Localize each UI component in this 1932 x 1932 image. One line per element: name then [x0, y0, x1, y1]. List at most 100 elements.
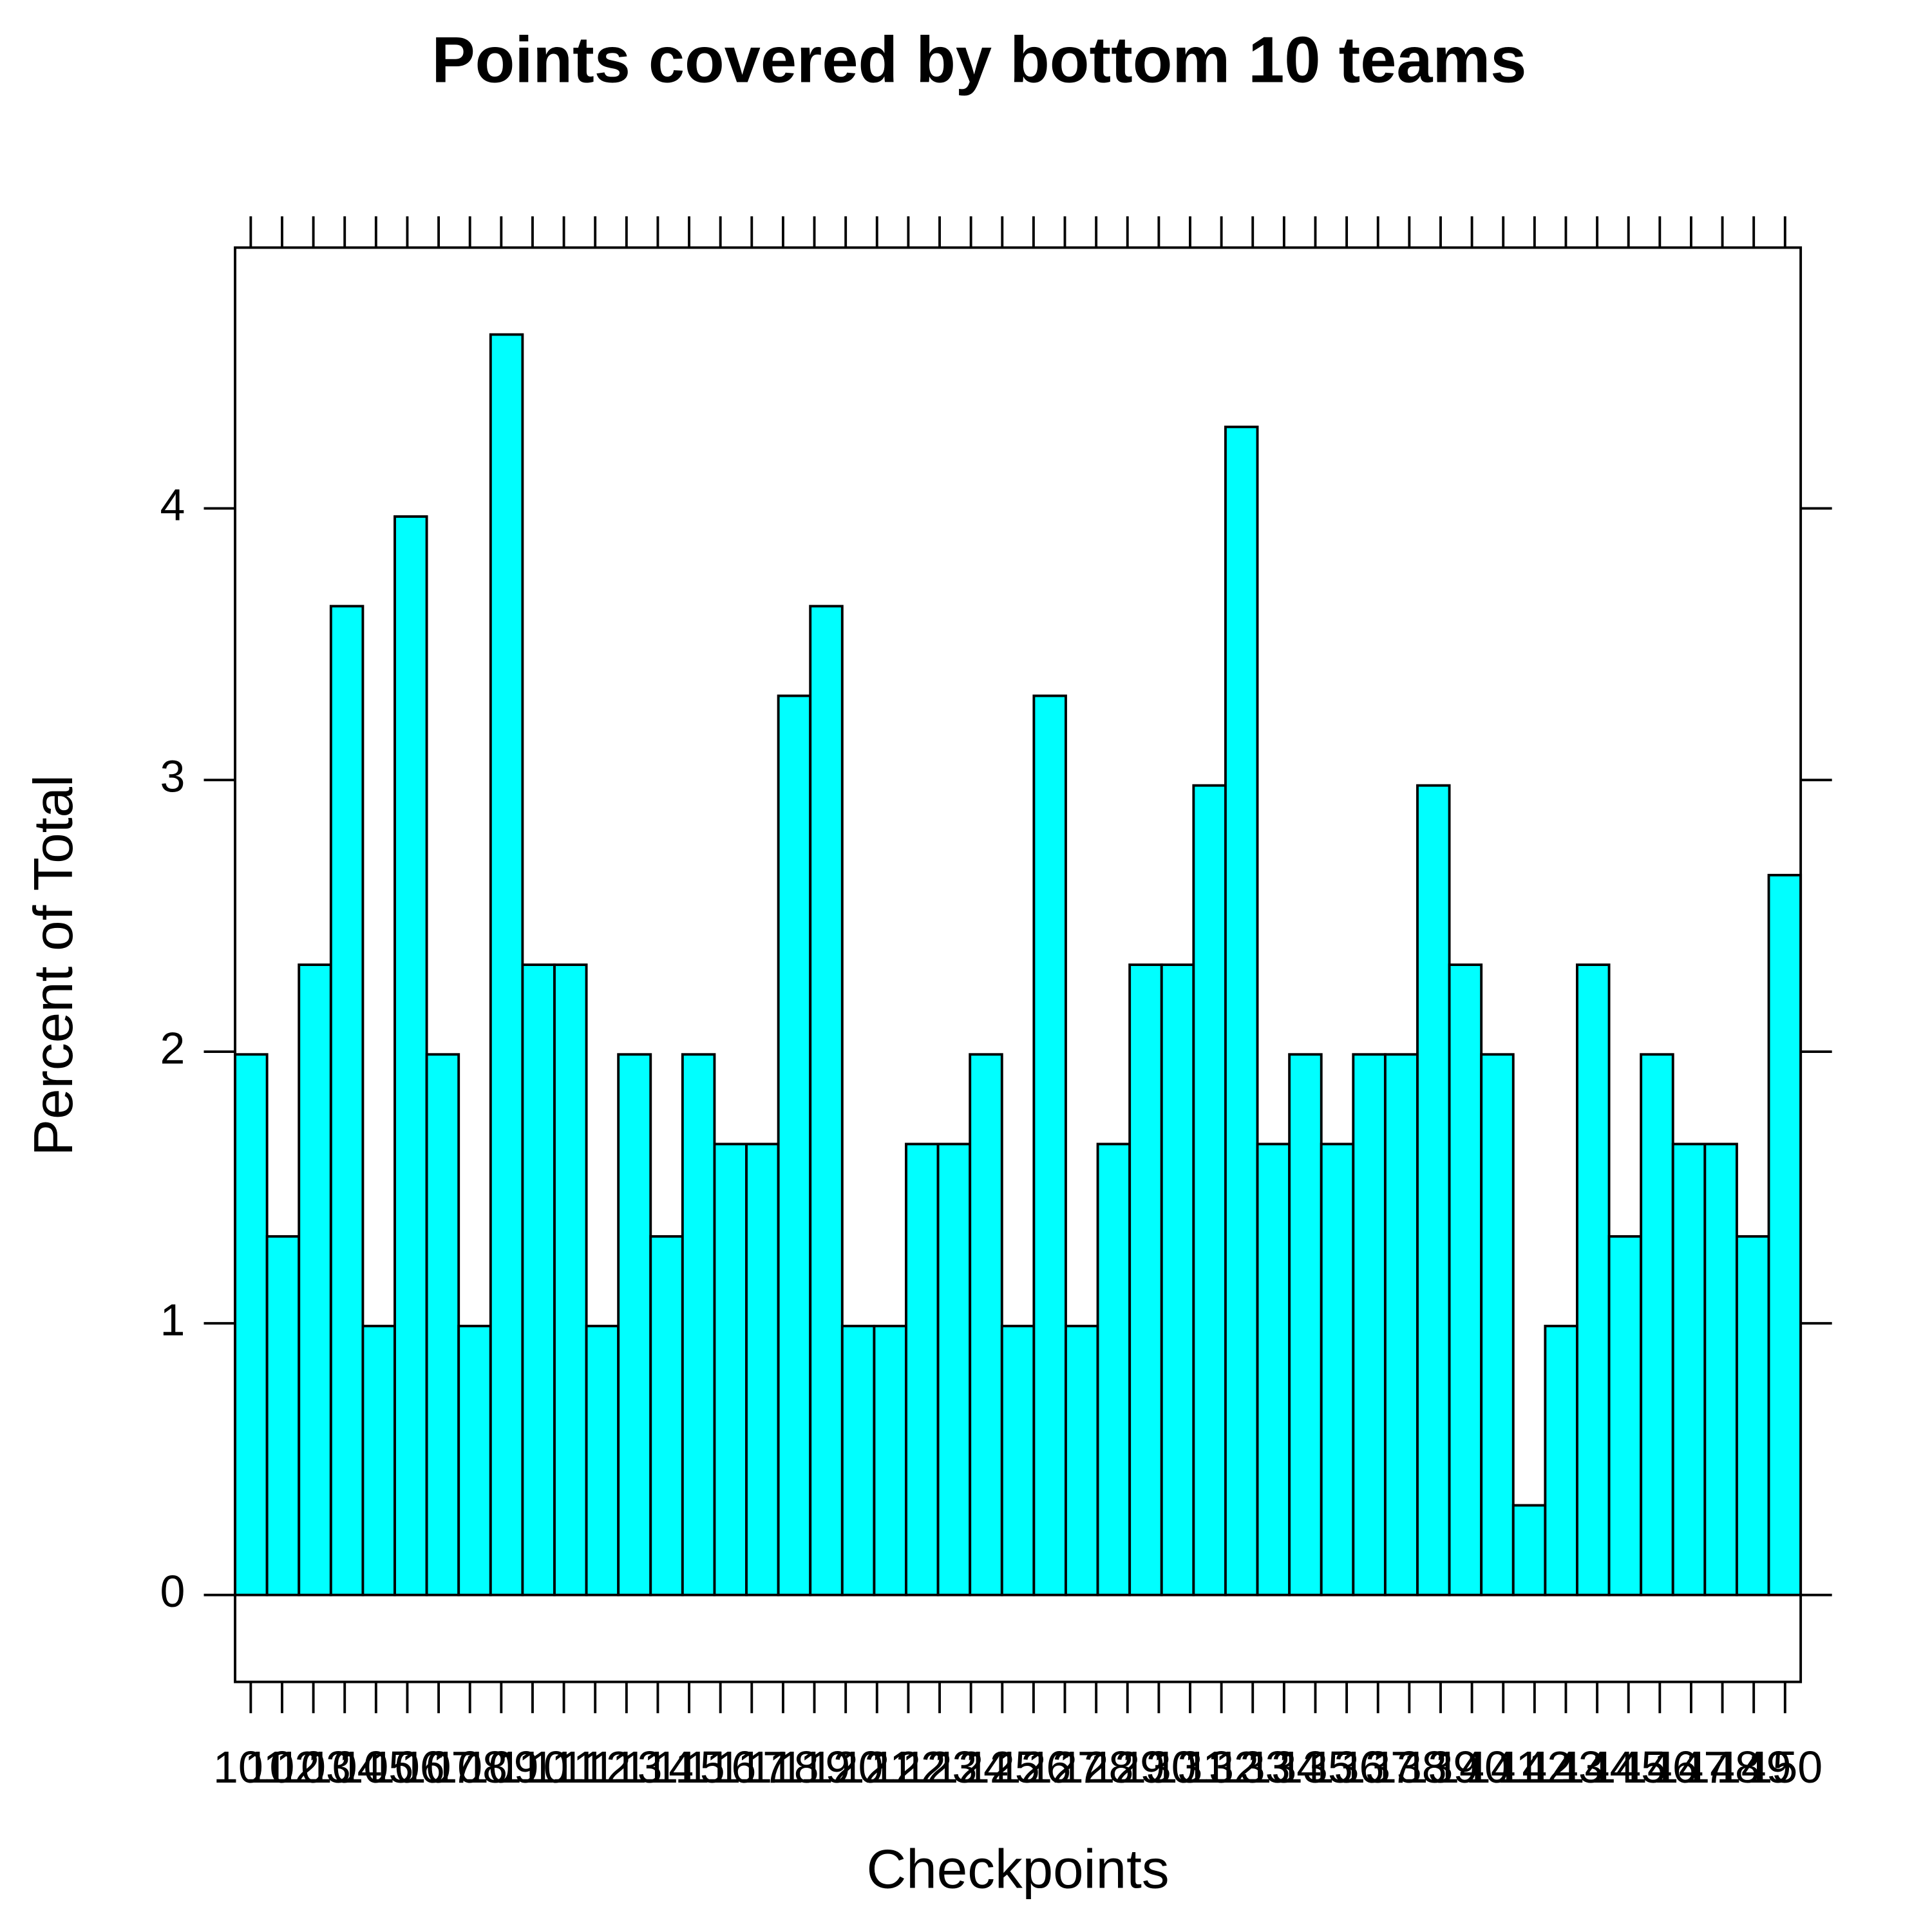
bar	[617, 1053, 652, 1596]
x-tick-label: 137	[1340, 1742, 1416, 1792]
y-tick-label: 3	[160, 752, 185, 802]
x-tick-label: 131	[1153, 1742, 1228, 1792]
bar	[905, 1142, 940, 1596]
bar	[1096, 1142, 1132, 1596]
x-tick-label: 147	[1654, 1742, 1729, 1792]
x-tick-label: 108	[432, 1742, 507, 1792]
x-tick-label: 133	[1215, 1742, 1291, 1792]
x-tick-label: 115	[653, 1742, 724, 1792]
x-tick-label: 128	[1059, 1742, 1134, 1792]
bar	[1065, 1325, 1099, 1596]
bar	[1128, 963, 1163, 1596]
x-tick-label: 124	[933, 1742, 1009, 1792]
bar	[329, 605, 365, 1596]
bar	[1224, 425, 1259, 1596]
x-tick-label: 130	[1121, 1742, 1197, 1792]
x-tick-label: 106	[370, 1742, 445, 1792]
x-tick-label: 150	[1747, 1742, 1823, 1792]
bar	[1192, 784, 1227, 1596]
x-tick-label: 104	[307, 1742, 383, 1792]
x-tick-label: 142	[1497, 1742, 1573, 1792]
x-tick-label: 122	[871, 1742, 946, 1792]
x-tick-label: 103	[276, 1742, 351, 1792]
x-tick-label: 146	[1622, 1742, 1698, 1792]
x-tick-label: 138	[1372, 1742, 1447, 1792]
y-tick-label: 4	[160, 480, 185, 530]
x-tick-label: 114	[622, 1742, 694, 1792]
x-tick-label: 145	[1591, 1742, 1666, 1792]
x-tick-label: 129	[1090, 1742, 1165, 1792]
bar	[1703, 1142, 1738, 1596]
y-axis-label: Percent of Total	[23, 775, 84, 1156]
x-tick-label: 120	[808, 1742, 884, 1792]
x-tick-label: 126	[996, 1742, 1072, 1792]
bar	[1671, 1142, 1707, 1596]
x-tick-label: 118	[747, 1742, 819, 1792]
x-tick-label: 105	[339, 1742, 414, 1792]
x-tick-label: 101	[213, 1742, 289, 1792]
x-tick-label: 139	[1403, 1742, 1479, 1792]
bar	[234, 1053, 269, 1596]
bar	[1607, 1235, 1643, 1596]
x-tick-label: 149	[1716, 1742, 1792, 1792]
x-tick-label: 144	[1560, 1742, 1635, 1792]
bar	[585, 1325, 620, 1596]
bar	[489, 333, 524, 1596]
x-tick-label: 141	[1466, 1742, 1541, 1792]
bar	[361, 1325, 396, 1596]
x-tick-label: 140	[1434, 1742, 1510, 1792]
x-tick-label: 134	[1247, 1742, 1322, 1792]
bar	[969, 1053, 1003, 1596]
bar	[457, 1325, 492, 1596]
x-tick-label: 102	[245, 1742, 320, 1792]
bar	[521, 963, 556, 1596]
x-tick-label: 123	[902, 1742, 978, 1792]
x-tick-label: 111	[529, 1742, 598, 1792]
x-tick-label: 125	[965, 1742, 1040, 1792]
bar	[553, 963, 588, 1596]
bar	[1320, 1142, 1355, 1596]
bar	[1352, 1053, 1387, 1596]
bar	[393, 515, 428, 1596]
bar	[1576, 963, 1611, 1596]
bar	[265, 1235, 301, 1596]
y-tick-label: 2	[160, 1023, 185, 1074]
x-tick-label: 112	[559, 1742, 630, 1792]
x-tick-label: 148	[1685, 1742, 1760, 1792]
y-tick-label: 1	[160, 1294, 185, 1345]
x-axis-label: Checkpoints	[867, 1839, 1170, 1900]
bar	[681, 1053, 716, 1596]
bar	[1160, 963, 1195, 1596]
bar	[840, 1325, 876, 1596]
x-tick-label: 132	[1184, 1742, 1259, 1792]
bar	[1416, 784, 1451, 1596]
y-tick-label: 0	[160, 1566, 185, 1616]
bar	[298, 963, 332, 1596]
bar	[873, 1325, 907, 1596]
bar	[745, 1142, 780, 1596]
bar	[777, 694, 812, 1596]
x-tick-label: 113	[591, 1742, 662, 1792]
bar	[1511, 1504, 1547, 1596]
bar	[1256, 1142, 1291, 1596]
x-tick-label: 110	[497, 1742, 568, 1792]
chart-title: Points covered by bottom 10 teams	[431, 24, 1526, 97]
x-tick-label: 116	[685, 1742, 756, 1792]
bar	[1640, 1053, 1674, 1596]
bar	[809, 605, 844, 1596]
x-tick-label: 136	[1309, 1742, 1385, 1792]
bar	[425, 1053, 460, 1596]
x-tick-label: 107	[401, 1742, 477, 1792]
x-tick-label: 127	[1027, 1742, 1103, 1792]
bar	[1448, 963, 1483, 1596]
bar	[936, 1142, 972, 1596]
bar	[1735, 1235, 1770, 1596]
bar	[1032, 694, 1067, 1596]
plot-frame	[234, 246, 1803, 1683]
x-tick-label: 143	[1528, 1742, 1604, 1792]
x-tick-label: 121	[839, 1742, 914, 1792]
bar	[1480, 1053, 1515, 1596]
bar	[1000, 1325, 1036, 1596]
bar	[1383, 1053, 1419, 1596]
